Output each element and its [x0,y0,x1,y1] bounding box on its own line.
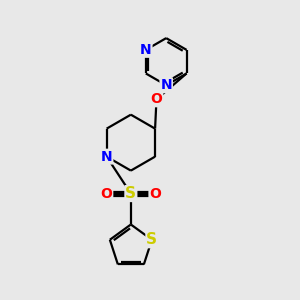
Text: O: O [149,187,161,201]
Text: O: O [100,187,112,201]
Text: S: S [146,232,158,247]
Text: N: N [160,78,172,92]
Text: N: N [101,150,112,164]
Text: N: N [140,43,152,57]
Text: S: S [125,186,136,201]
Text: O: O [151,92,162,106]
